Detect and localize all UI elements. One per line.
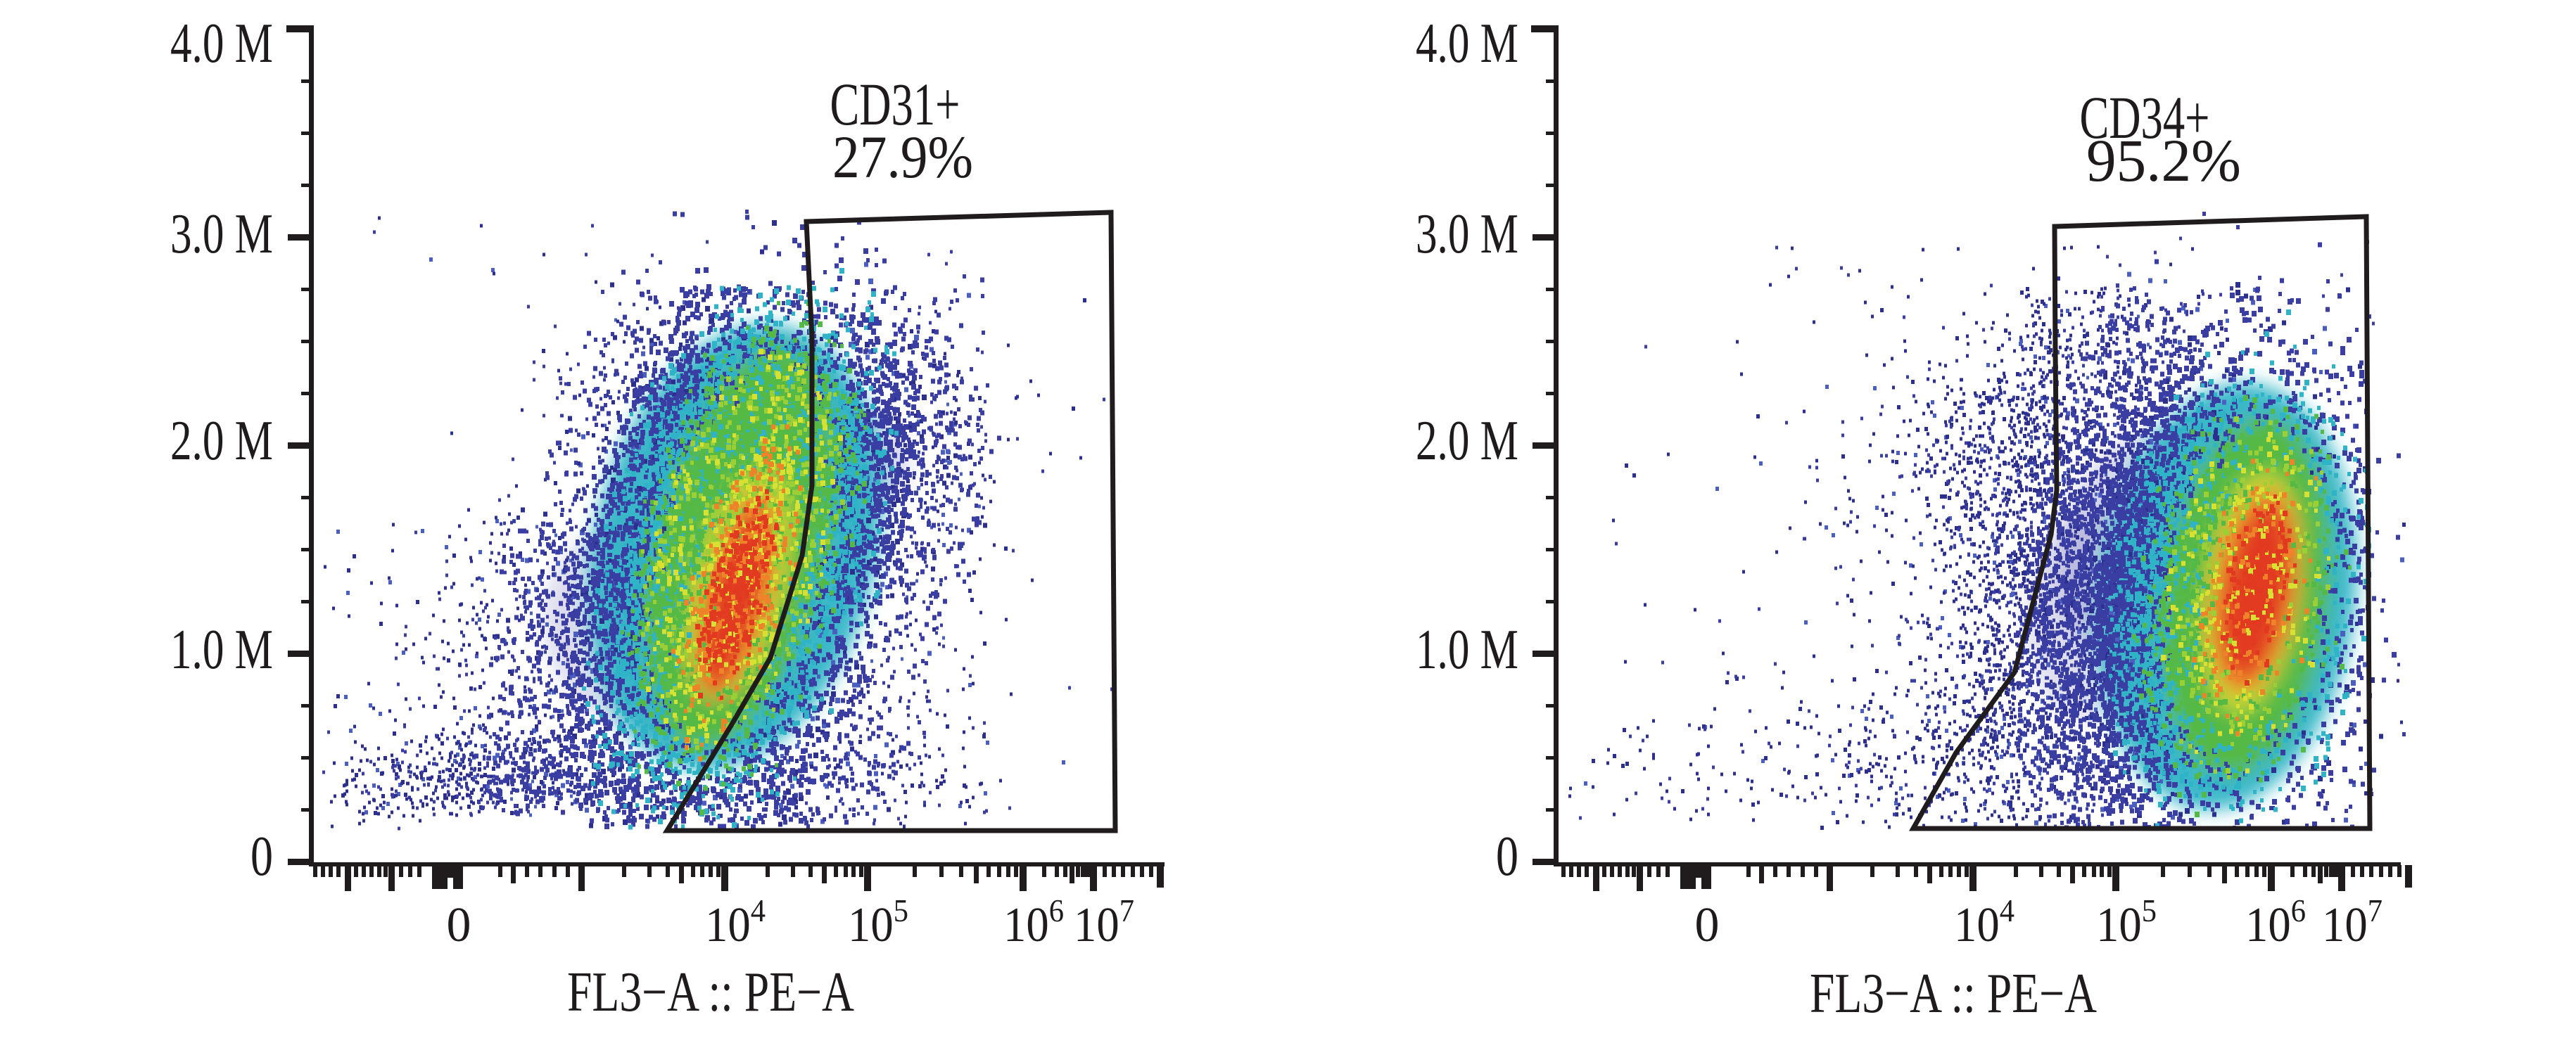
- svg-text:4.0 M: 4.0 M: [170, 13, 273, 75]
- svg-text:106: 106: [2245, 893, 2306, 952]
- svg-text:2.0 M: 2.0 M: [170, 410, 273, 472]
- svg-text:95.2%: 95.2%: [2086, 127, 2241, 194]
- svg-text:107: 107: [1074, 893, 1134, 952]
- svg-text:0: 0: [1695, 898, 1720, 952]
- svg-text:3.0 M: 3.0 M: [170, 203, 273, 265]
- svg-text:0: 0: [447, 898, 471, 952]
- svg-text:104: 104: [1954, 893, 2015, 952]
- svg-text:1.0 M: 1.0 M: [170, 619, 273, 681]
- svg-text:3.0 M: 3.0 M: [1416, 203, 1518, 265]
- svg-text:FL3−A :: PE−A: FL3−A :: PE−A: [567, 961, 854, 1023]
- svg-text:0: 0: [250, 826, 273, 888]
- svg-text:4.0 M: 4.0 M: [1416, 13, 1518, 75]
- svg-text:CD31+: CD31+: [830, 70, 960, 138]
- svg-text:CD34+: CD34+: [2080, 84, 2210, 151]
- svg-text:FL3−A :: PE−A: FL3−A :: PE−A: [1810, 963, 2097, 1025]
- svg-text:1.0 M: 1.0 M: [1416, 619, 1518, 681]
- svg-text:2.0 M: 2.0 M: [1416, 410, 1518, 472]
- svg-text:107: 107: [2322, 893, 2383, 952]
- svg-text:27.9%: 27.9%: [832, 123, 973, 191]
- svg-text:0: 0: [1496, 826, 1518, 888]
